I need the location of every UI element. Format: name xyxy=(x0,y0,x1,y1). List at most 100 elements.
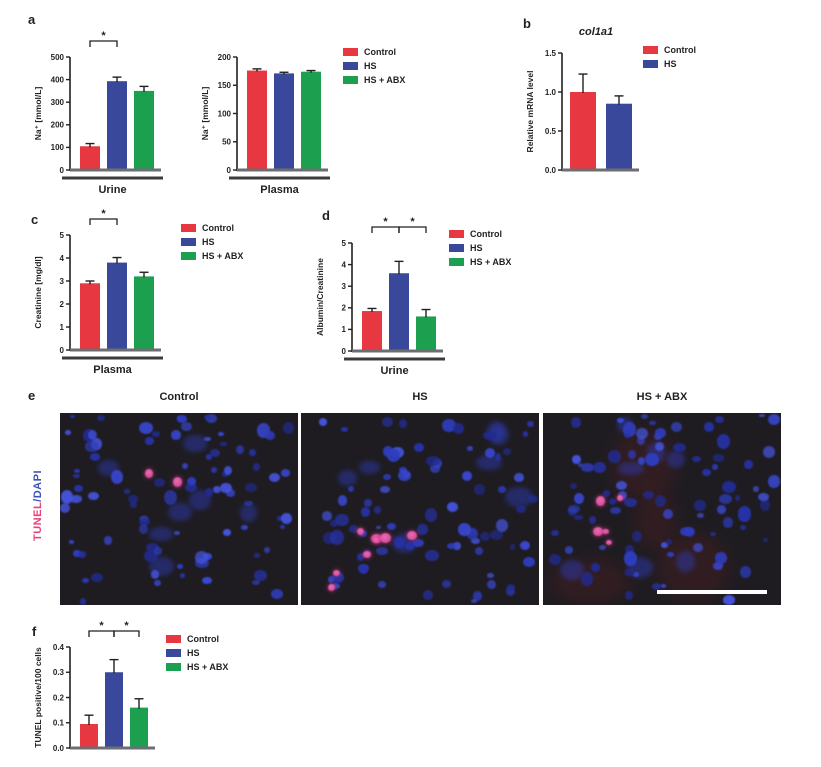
dapi-nucleus xyxy=(376,547,388,555)
legend-swatch xyxy=(166,634,181,643)
y-tick-label: 5 xyxy=(60,231,65,240)
dapi-nucleus xyxy=(70,494,82,503)
dapi-nucleus xyxy=(422,590,434,601)
dapi-nucleus xyxy=(711,463,718,470)
chart-svg: Relative mRNA level 0.0 0.5 1.0 1.5 xyxy=(525,49,639,175)
dapi-nucleus xyxy=(574,514,583,521)
dapi-nucleus xyxy=(589,516,597,525)
legend-label: HS xyxy=(364,60,377,71)
dapi-nucleus xyxy=(660,584,667,589)
dapi-nucleus xyxy=(666,552,675,557)
dapi-nucleus xyxy=(716,433,730,449)
dapi-nucleus xyxy=(146,542,160,553)
dapi-nucleus xyxy=(523,557,536,568)
y-axis-label: TUNEL positive/100 cells xyxy=(33,647,43,748)
dapi-nucleus xyxy=(72,549,81,558)
chart-b-col1a1: Relative mRNA level 0.0 0.5 1.0 1.5 xyxy=(518,25,653,184)
dapi-nucleus xyxy=(603,490,611,497)
legend-label: HS + ABX xyxy=(202,250,244,261)
dapi-nucleus xyxy=(179,572,185,579)
scale-bar xyxy=(657,590,767,594)
dapi-nucleus xyxy=(645,453,659,467)
dapi-nucleus xyxy=(637,436,646,446)
dapi-nucleus xyxy=(522,430,529,438)
y-tick-label: 100 xyxy=(218,109,232,118)
dapi-nucleus xyxy=(332,572,344,584)
y-tick-label: 200 xyxy=(218,53,232,62)
dapi-nucleus xyxy=(417,524,428,536)
y-tick-label: 0.1 xyxy=(53,719,65,728)
dapi-cluster xyxy=(505,486,533,508)
dapi-nucleus xyxy=(425,549,439,562)
dapi-nucleus xyxy=(82,578,90,584)
dapi-nucleus xyxy=(715,551,728,565)
y-tick-label: 1 xyxy=(342,325,347,334)
dapi-nucleus xyxy=(715,415,724,423)
legend-label: HS xyxy=(470,242,483,253)
tunel-positive-nucleus xyxy=(144,468,154,478)
dapi-nucleus xyxy=(712,561,724,571)
legend-label: HS xyxy=(187,647,200,658)
chart-svg: TUNEL positive/100 cells 0.0 0.1 0.2 0.3 0.4 *… xyxy=(33,620,155,753)
dapi-nucleus xyxy=(581,572,594,586)
dapi-nucleus xyxy=(85,441,99,452)
dapi-nucleus xyxy=(623,498,638,508)
dapi-nucleus xyxy=(279,525,286,530)
panel-f-letter: f xyxy=(32,624,37,639)
dapi-nucleus xyxy=(177,414,188,424)
dapi-nucleus xyxy=(610,506,622,515)
dapi-nucleus xyxy=(692,455,701,462)
significance-bracket xyxy=(113,630,140,637)
dapi-nucleus xyxy=(88,430,97,441)
dapi-nucleus xyxy=(356,552,365,561)
legend-swatch xyxy=(643,45,658,54)
dapi-nucleus xyxy=(446,542,456,549)
dapi-nucleus xyxy=(318,418,327,426)
dapi-nucleus xyxy=(204,488,213,498)
dapi-nucleus xyxy=(666,538,673,545)
dapi-nucleus xyxy=(452,423,464,435)
dapi-nucleus xyxy=(654,494,666,507)
legend-label: Control xyxy=(202,222,234,233)
dapi-nucleus xyxy=(509,543,516,550)
dapi-nucleus xyxy=(581,463,595,472)
legend-item-hs: HS xyxy=(181,235,243,248)
dapi-nucleus xyxy=(548,553,561,565)
significance-bracket xyxy=(398,226,427,233)
micro-image-control xyxy=(60,413,298,605)
dapi-nucleus xyxy=(220,482,232,494)
dapi-nucleus xyxy=(182,463,188,470)
dapi-nucleus xyxy=(763,537,769,543)
dapi-nucleus xyxy=(697,513,705,519)
dapi-nucleus xyxy=(386,522,397,530)
legend-label: Control xyxy=(470,228,502,239)
dapi-nucleus xyxy=(608,497,617,505)
dapi-nucleus xyxy=(637,457,645,466)
dapi-nucleus xyxy=(405,542,415,550)
dapi-nucleus xyxy=(467,446,474,452)
dapi-nucleus xyxy=(322,511,332,521)
dapi-nucleus xyxy=(382,473,391,480)
dapi-nucleus xyxy=(348,485,355,492)
tunel-positive-nucleus xyxy=(332,569,340,577)
y-tick-label: 0 xyxy=(342,347,347,356)
legend-label: Control xyxy=(364,46,396,57)
dapi-nucleus xyxy=(625,591,634,600)
dapi-nucleus xyxy=(716,504,727,514)
dapi-nucleus xyxy=(642,490,655,499)
dapi-nucleus xyxy=(752,486,759,492)
dapi-nucleus xyxy=(340,427,349,433)
chart-a-urine: Na⁺ [mmol/L] 0 100 200 300 400 500 * Urine xyxy=(26,29,175,202)
legend-panel-a: Control HS HS + ABX xyxy=(343,45,405,87)
dapi-nucleus xyxy=(177,563,184,569)
bar-hs xyxy=(389,273,409,351)
dapi-nucleus xyxy=(466,527,479,541)
legend-item-hs-abx: HS + ABX xyxy=(181,249,243,262)
dapi-nucleus xyxy=(60,503,71,514)
dapi-nucleus xyxy=(163,489,178,506)
dapi-nucleus xyxy=(170,430,182,441)
dapi-nucleus xyxy=(470,537,481,545)
dapi-nucleus xyxy=(710,531,716,537)
dapi-nucleus xyxy=(702,468,711,477)
y-tick-label: 0 xyxy=(60,166,65,175)
